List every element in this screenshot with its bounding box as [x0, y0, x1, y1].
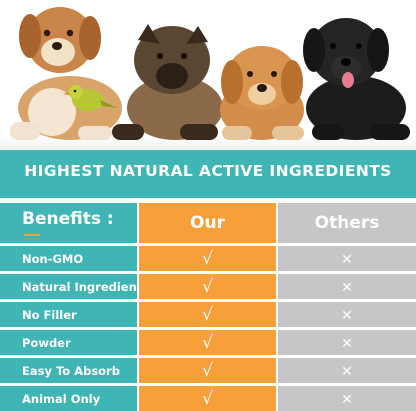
- check-icon: √: [202, 361, 213, 381]
- golden-retriever-puppy: [220, 46, 304, 140]
- hero-photo: [0, 0, 416, 150]
- banner-title: HIGHEST NATURAL ACTIVE INGREDIENTS: [24, 162, 392, 180]
- header-underline: [24, 234, 40, 236]
- cross-icon: ✕: [341, 336, 353, 352]
- cross-icon: ✕: [341, 364, 353, 380]
- table-header: Benefits : Our Others: [0, 203, 416, 243]
- puppies-illustration: [10, 7, 410, 140]
- cross-icon: ✕: [341, 308, 353, 324]
- check-icon: √: [202, 249, 213, 269]
- header-others: Others: [314, 213, 380, 233]
- row-label: No Filler: [22, 308, 77, 322]
- title-banner: HIGHEST NATURAL ACTIVE INGREDIENTS: [0, 150, 416, 198]
- header-ours-cell: Our: [139, 203, 276, 243]
- table-row: Non-GMO √ ✕: [0, 246, 416, 271]
- header-ours: Our: [190, 213, 225, 233]
- row-label: Natural Ingredients: [22, 280, 150, 294]
- row-label: Animal Only: [22, 392, 101, 406]
- header-benefits: Benefits :: [22, 209, 114, 229]
- cross-icon: ✕: [341, 280, 353, 296]
- comparison-table: Benefits : Our Others Non-GMO √ ✕ Natura…: [0, 203, 416, 411]
- row-label: Easy To Absorb: [22, 364, 120, 378]
- check-icon: √: [202, 305, 213, 325]
- cross-icon: ✕: [341, 392, 353, 408]
- german-shepherd-puppy: [112, 24, 223, 140]
- row-label: Powder: [22, 336, 71, 350]
- table-row: No Filler √ ✕: [0, 302, 416, 327]
- black-labrador-puppy: [303, 18, 410, 140]
- yellow-bird: [63, 85, 118, 111]
- check-icon: √: [202, 333, 213, 353]
- row-label: Non-GMO: [22, 252, 84, 266]
- header-others-cell: Others: [278, 203, 416, 243]
- table-row: Powder √ ✕: [0, 330, 416, 355]
- table-row: Animal Only √ ✕: [0, 386, 416, 411]
- table-row: Natural Ingredients √ ✕: [0, 274, 416, 299]
- check-icon: √: [202, 389, 213, 409]
- golden-puppy: [10, 7, 122, 140]
- cross-icon: ✕: [341, 252, 353, 268]
- header-benefits-cell: Benefits :: [0, 203, 137, 243]
- check-icon: √: [202, 277, 213, 297]
- table-row: Easy To Absorb √ ✕: [0, 358, 416, 383]
